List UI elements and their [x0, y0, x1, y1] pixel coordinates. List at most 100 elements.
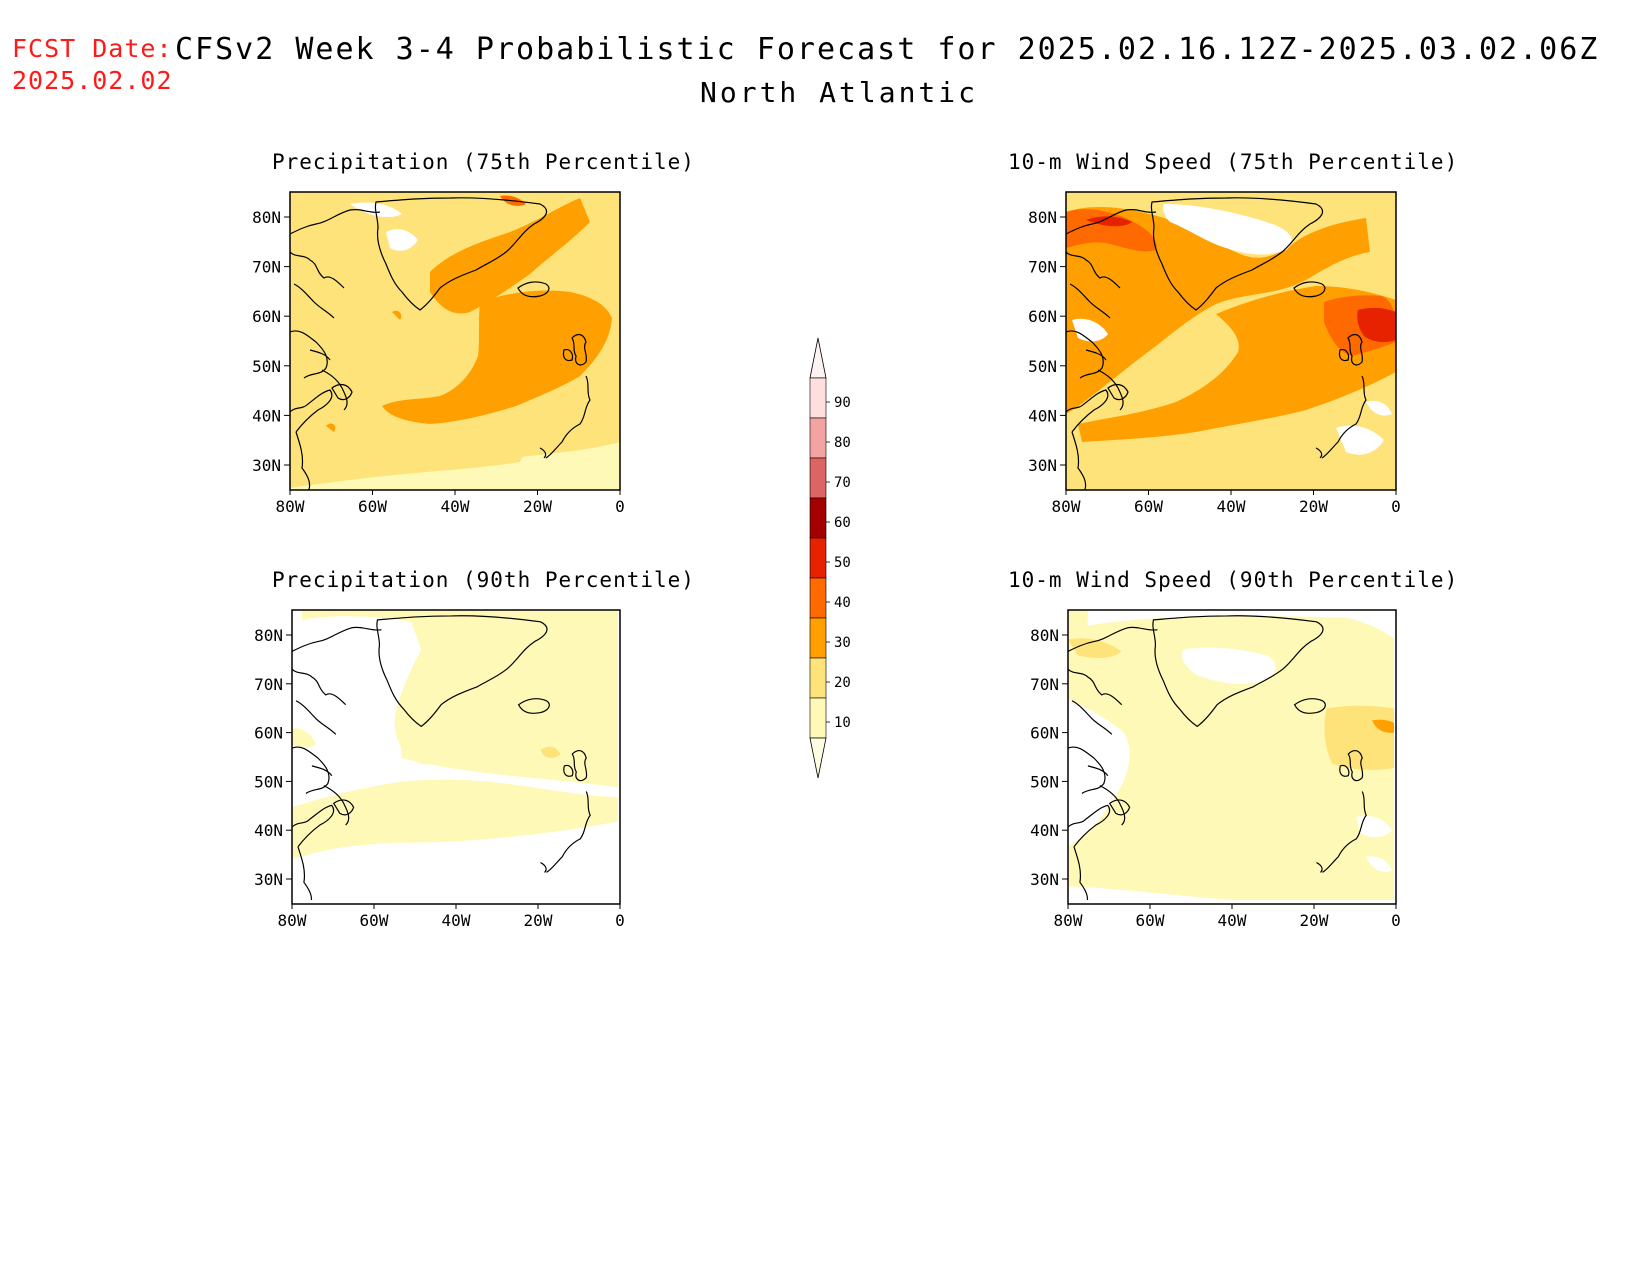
colorbar-top-cap	[809, 337, 827, 379]
lat-tick-label: 50N	[252, 357, 281, 376]
colorbar-swatch	[809, 417, 827, 459]
lat-tick-label: 60N	[252, 307, 281, 326]
shaded-region	[290, 422, 530, 488]
colorbar-label: 70	[834, 475, 851, 491]
shaded-region	[540, 746, 561, 759]
lat-tick-label: 40N	[254, 821, 283, 840]
colorbar-label: 60	[834, 515, 851, 531]
lon-tick-label: 60W	[358, 497, 387, 516]
shaded-region	[511, 330, 524, 345]
panel-title-precip-90: Precipitation (90th Percentile)	[272, 568, 695, 592]
shaded-region	[1068, 610, 1088, 630]
colorbar-label: 30	[834, 635, 851, 651]
panel-title-wind-75: 10-m Wind Speed (75th Percentile)	[1008, 150, 1459, 174]
colorbar-bottom-cap	[809, 737, 827, 779]
lon-tick-label: 40W	[1218, 911, 1247, 930]
map-panel-precip-75: 80N 70N 60N 50N 40N 30N 80W 60W 40W 20W 0	[252, 191, 625, 516]
lon-tick-label: 60W	[1134, 497, 1163, 516]
shaded-region	[382, 290, 612, 424]
shaded-region	[1068, 638, 1122, 658]
shaded-region	[1356, 815, 1393, 838]
lon-tick-label: 20W	[523, 497, 552, 516]
colorbar-swatch	[809, 537, 827, 579]
shaded-region	[1366, 400, 1392, 416]
map-panel-wind-75: 80N 70N 60N 50N 40N 30N 80W 60W 40W 20W 0	[1028, 191, 1401, 516]
lon-tick-label: 60W	[360, 911, 389, 930]
colorbar-swatch	[809, 377, 827, 419]
lat-tick-label: 30N	[254, 870, 283, 889]
lon-tick-label: 0	[615, 911, 625, 930]
shaded-region	[1336, 425, 1384, 455]
lon-tick-label: 80W	[1052, 497, 1081, 516]
shaded-region	[292, 779, 619, 859]
lon-tick-label: 0	[615, 497, 625, 516]
lat-tick-label: 50N	[254, 772, 283, 791]
shaded-region	[1366, 856, 1393, 872]
fcst-date-value: 2025.02.02	[12, 66, 173, 95]
colorbar: 90 80 70 60 50 40 30 20 10	[809, 337, 851, 779]
colorbar-label: 40	[834, 595, 851, 611]
shaded-region	[1072, 318, 1108, 342]
shaded-region	[1163, 204, 1292, 255]
colorbar-label: 10	[834, 715, 851, 731]
colorbar-label: 80	[834, 435, 851, 451]
colorbar-label: 90	[834, 395, 851, 411]
lat-tick-label: 30N	[1030, 870, 1059, 889]
lon-tick-label: 0	[1391, 911, 1401, 930]
lat-tick-label: 60N	[1028, 307, 1057, 326]
lon-tick-label: 40W	[442, 911, 471, 930]
colorbar-swatch	[809, 657, 827, 699]
lat-tick-label: 80N	[254, 626, 283, 645]
lat-tick-label: 80N	[252, 208, 281, 227]
lat-tick-label: 70N	[252, 258, 281, 277]
shaded-region	[1086, 216, 1132, 227]
lon-tick-label: 40W	[1217, 497, 1246, 516]
lon-tick-label: 60W	[1136, 911, 1165, 930]
colorbar-swatch	[809, 497, 827, 539]
fcst-date-label: FCST Date:	[12, 34, 173, 63]
shaded-region	[1357, 307, 1396, 343]
lat-tick-label: 30N	[252, 456, 281, 475]
shaded-region	[1182, 647, 1276, 684]
colorbar-swatch	[809, 697, 827, 739]
shaded-region	[292, 728, 316, 748]
panel-title-precip-75: Precipitation (75th Percentile)	[272, 150, 695, 174]
lat-tick-label: 40N	[1030, 821, 1059, 840]
colorbar-swatch	[809, 457, 827, 499]
lat-tick-label: 50N	[1028, 357, 1057, 376]
shaded-region	[386, 229, 418, 251]
lat-tick-label: 60N	[1030, 724, 1059, 743]
panel-title-wind-90: 10-m Wind Speed (90th Percentile)	[1008, 568, 1459, 592]
map-panel-wind-90: 80N 70N 60N 50N 40N 30N 80W 60W 40W 20W 0	[1030, 609, 1401, 930]
lat-tick-label: 60N	[254, 724, 283, 743]
lon-tick-label: 0	[1391, 497, 1401, 516]
lon-tick-label: 40W	[441, 497, 470, 516]
lon-tick-label: 20W	[1300, 911, 1329, 930]
lon-tick-label: 80W	[1054, 911, 1083, 930]
shaded-region	[392, 310, 402, 320]
colorbar-label: 20	[834, 675, 851, 691]
lat-tick-label: 70N	[1030, 675, 1059, 694]
lon-tick-label: 20W	[1299, 497, 1328, 516]
shaded-region	[1106, 254, 1188, 287]
shaded-region	[1324, 705, 1395, 770]
lon-tick-label: 80W	[276, 497, 305, 516]
lat-tick-label: 40N	[252, 406, 281, 425]
figure-subtitle: North Atlantic	[700, 76, 979, 109]
colorbar-swatch	[809, 617, 827, 659]
lon-tick-label: 80W	[278, 911, 307, 930]
shaded-region	[1372, 719, 1395, 733]
lat-tick-label: 30N	[1028, 456, 1057, 475]
shaded-region	[430, 198, 590, 314]
lat-tick-label: 70N	[254, 675, 283, 694]
colorbar-swatch	[809, 577, 827, 619]
map-panel-precip-90: 80N 70N 60N 50N 40N 30N 80W 60W 40W 20W 0	[254, 609, 625, 930]
lat-tick-label: 80N	[1028, 208, 1057, 227]
shaded-region	[1068, 615, 1395, 901]
shaded-region	[1068, 698, 1130, 847]
colorbar-label: 50	[834, 555, 851, 571]
shaded-region	[326, 423, 336, 432]
lat-tick-label: 80N	[1030, 626, 1059, 645]
lon-tick-label: 20W	[524, 911, 553, 930]
